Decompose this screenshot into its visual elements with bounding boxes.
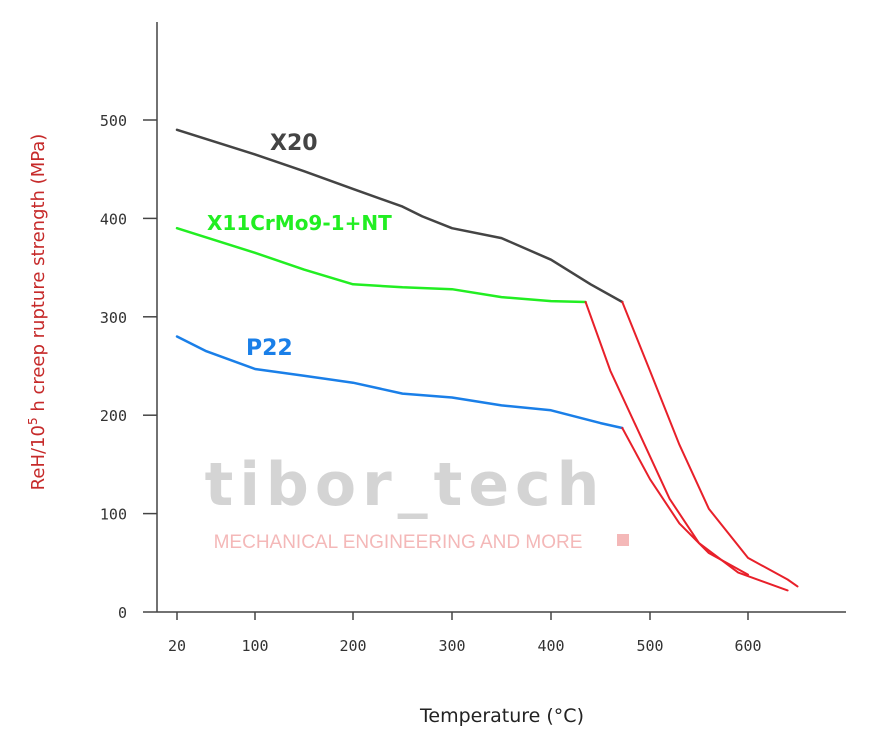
y-tick-label: 300	[100, 309, 127, 327]
y-axis-label: ReH/105 h creep rupture strength (MPa)	[26, 134, 49, 491]
x-tick-label: 200	[339, 637, 366, 655]
y-tick-label: 400	[100, 210, 127, 228]
series-line-2	[175, 335, 624, 430]
series-line-0	[175, 128, 624, 304]
series-label-p22: P22	[246, 336, 293, 361]
y-tick-label: 100	[100, 506, 127, 524]
watermark-logo: tibor_tech	[205, 450, 606, 520]
x-tick-label: 300	[438, 637, 465, 655]
ext-line-0	[621, 301, 799, 588]
y-axis-label-main: ReH/10	[28, 425, 49, 490]
ext-line-2	[621, 427, 749, 576]
series-line-1	[175, 226, 587, 304]
x-tick-label: 600	[734, 637, 761, 655]
y-axis-label-rest: h creep rupture strength (MPa)	[28, 134, 49, 418]
x-tick-label: 20	[168, 637, 186, 655]
y-axis-label-sup: 5	[26, 417, 40, 425]
y-tick-label: 0	[118, 604, 127, 622]
x-tick-label: 100	[241, 637, 268, 655]
axis-ticks: 20 100 200 300 400 500 600 0 100 200 300 400 500	[100, 112, 762, 655]
series-lines	[175, 128, 799, 592]
y-tick-label: 200	[100, 407, 127, 425]
x-tick-label: 400	[537, 637, 564, 655]
x-tick-label: 500	[636, 637, 663, 655]
watermark: tibor_tech MECHANICAL ENGINEERING AND MO…	[205, 450, 629, 553]
series-label-x20: X20	[270, 131, 318, 156]
x-axis-label: Temperature (°C)	[419, 705, 584, 727]
watermark-square	[617, 534, 629, 546]
y-tick-label: 500	[100, 112, 127, 130]
series-label-x11crmo9: X11CrMo9-1+NT	[207, 211, 392, 235]
watermark-subtitle: MECHANICAL ENGINEERING AND MORE	[214, 532, 583, 553]
ext-line-1	[584, 301, 789, 592]
